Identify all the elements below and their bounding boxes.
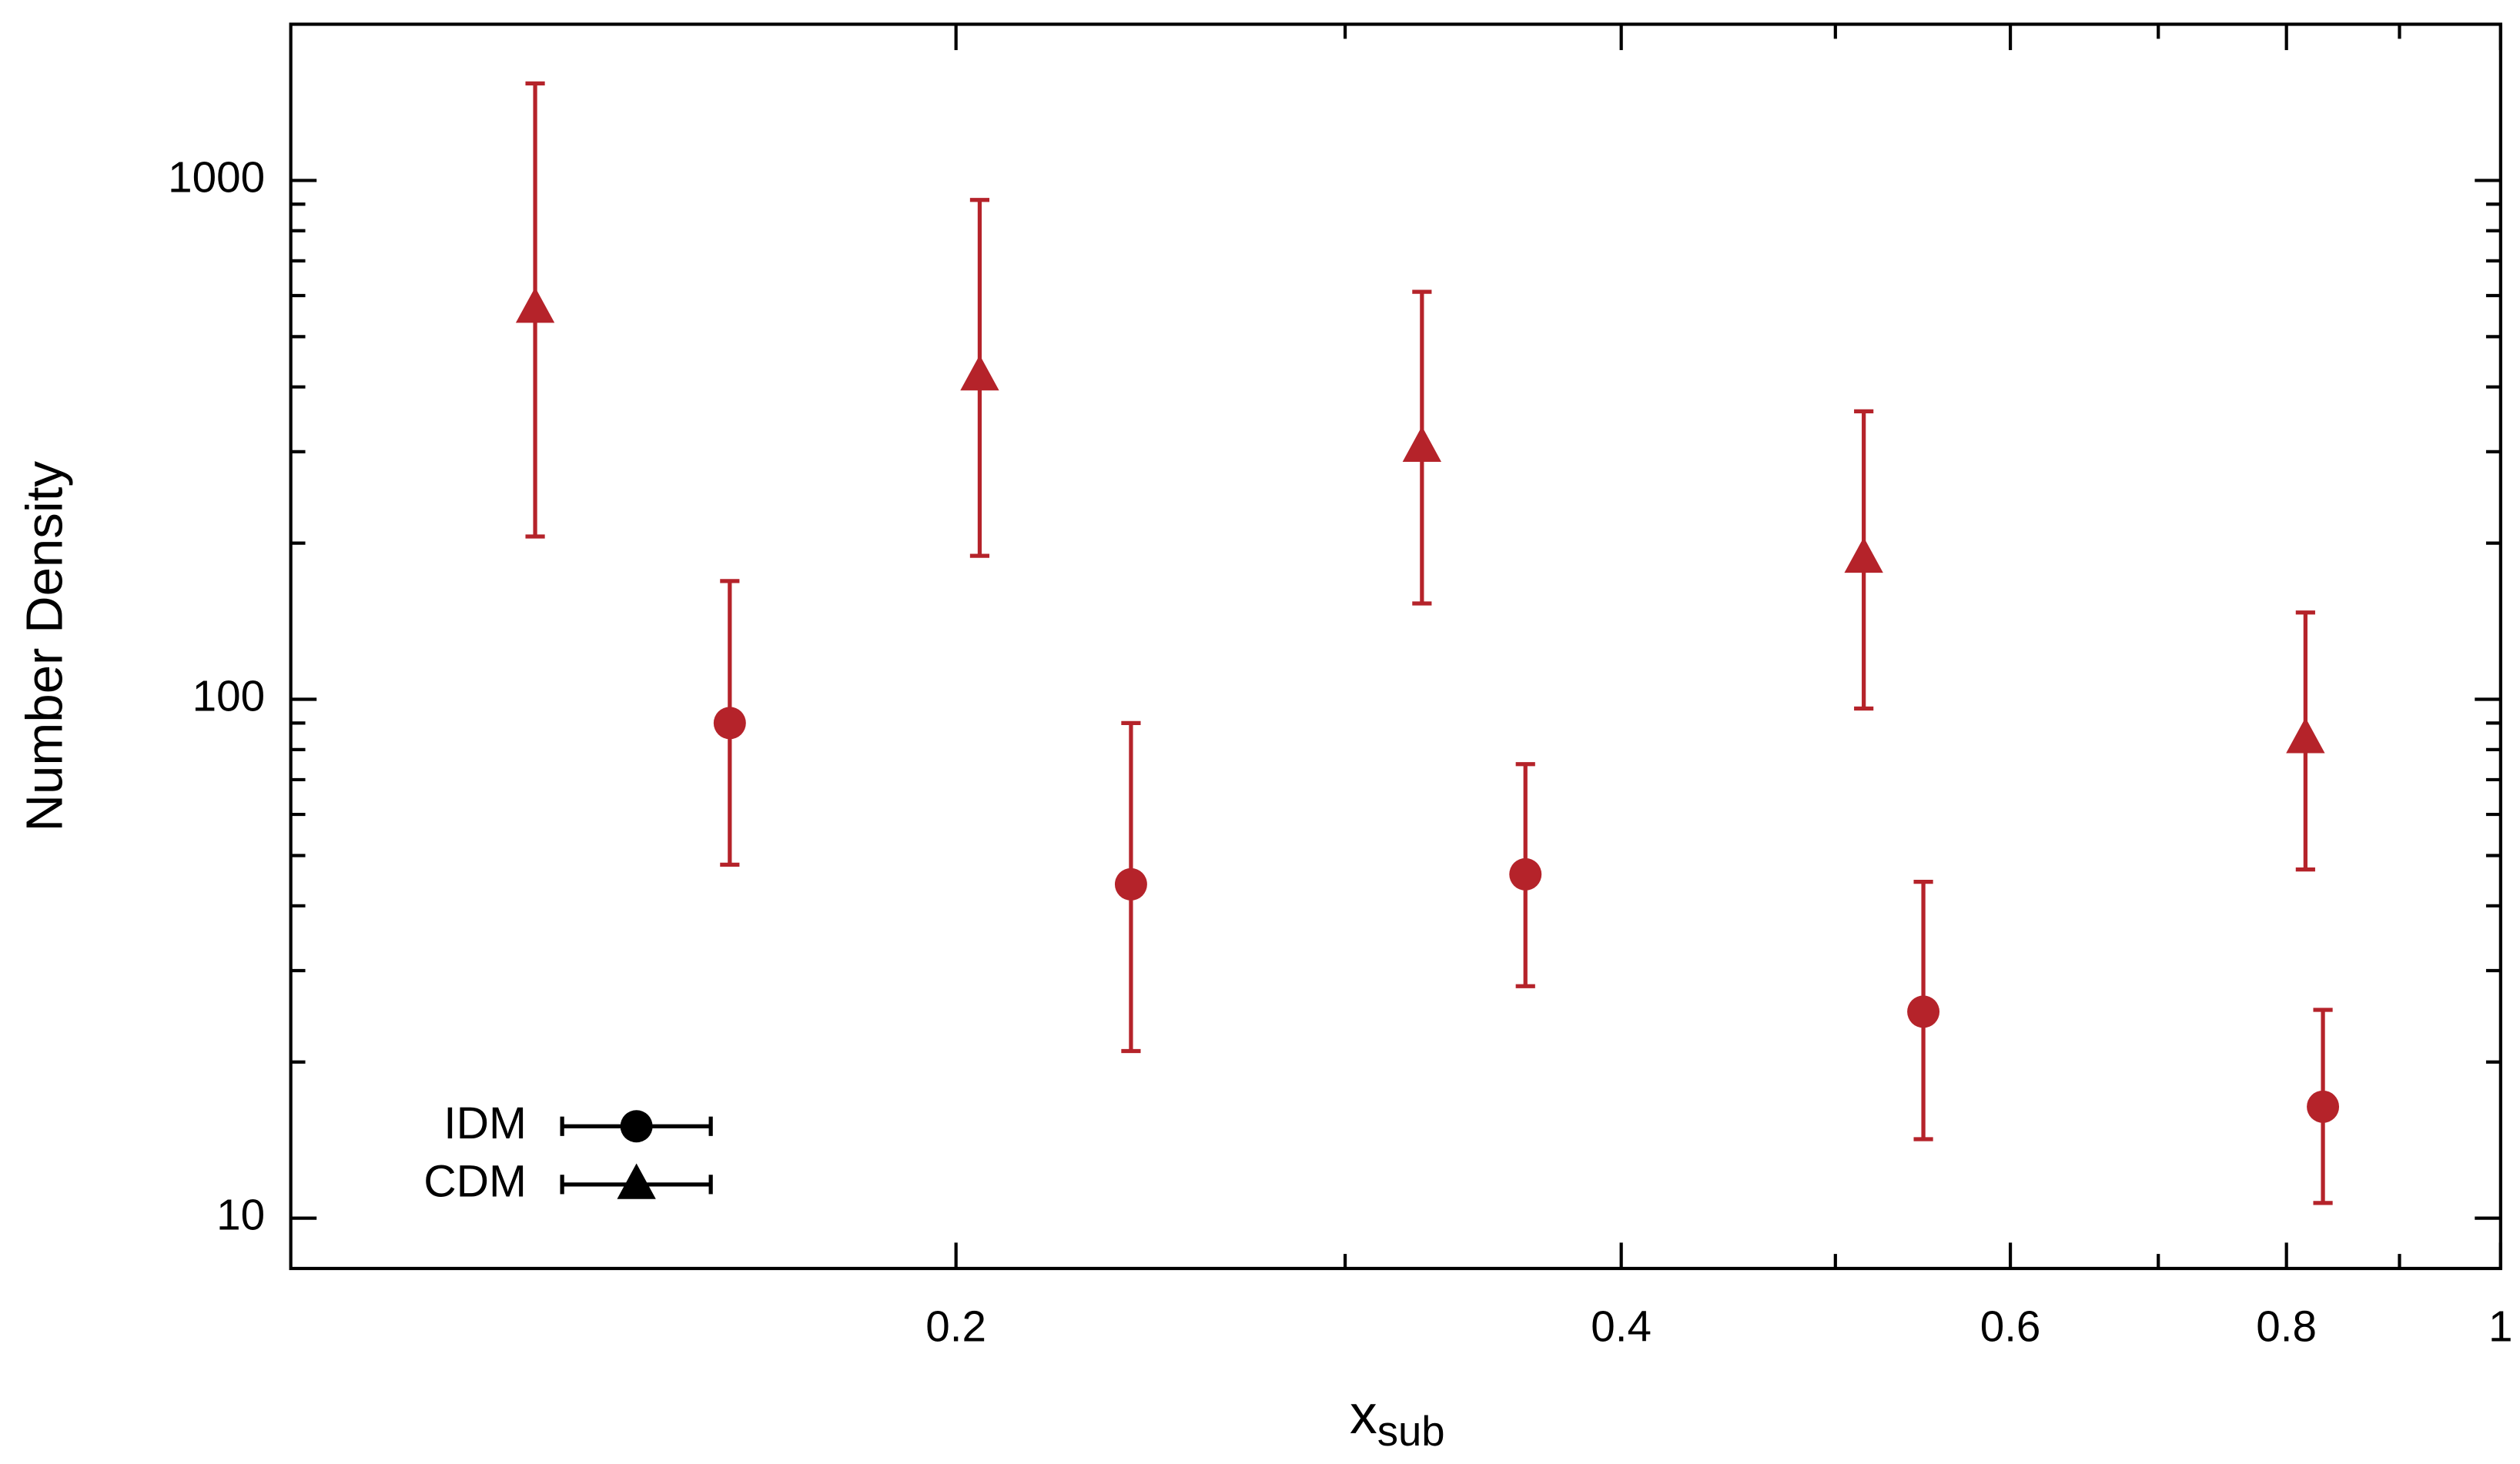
- legend-label: CDM: [423, 1156, 527, 1206]
- data-point: [515, 287, 555, 323]
- x-tick-label: 0.2: [925, 1303, 986, 1352]
- data-point: [2286, 717, 2325, 754]
- y-tick-label: 100: [192, 672, 266, 720]
- data-point: [2307, 1090, 2340, 1123]
- data-point: [1509, 857, 1542, 891]
- plot-frame: [289, 22, 2502, 1271]
- x-tick-label: 0.8: [2256, 1303, 2317, 1352]
- x-axis-label: xsub: [1350, 1384, 1445, 1456]
- x-axis-label-sub: sub: [1377, 1409, 1445, 1456]
- x-axis-label-main: x: [1350, 1384, 1377, 1446]
- data-point: [1114, 867, 1147, 901]
- x-tick-label: 0.4: [1591, 1303, 1652, 1352]
- y-tick-label: 10: [216, 1192, 265, 1240]
- data-point: [1844, 536, 1883, 573]
- data-point: [1907, 995, 1940, 1028]
- x-tick-label: 1: [2488, 1303, 2513, 1352]
- data-point: [960, 355, 999, 391]
- legend-marker: [620, 1110, 653, 1143]
- legend-label: IDM: [443, 1098, 527, 1148]
- x-tick-label: 0.6: [1980, 1303, 2041, 1352]
- y-tick-label: 1000: [168, 153, 265, 202]
- data-point: [1402, 426, 1442, 462]
- legend-marker: [617, 1163, 656, 1199]
- data-point: [713, 707, 746, 740]
- y-axis-label: Number Density: [16, 461, 74, 832]
